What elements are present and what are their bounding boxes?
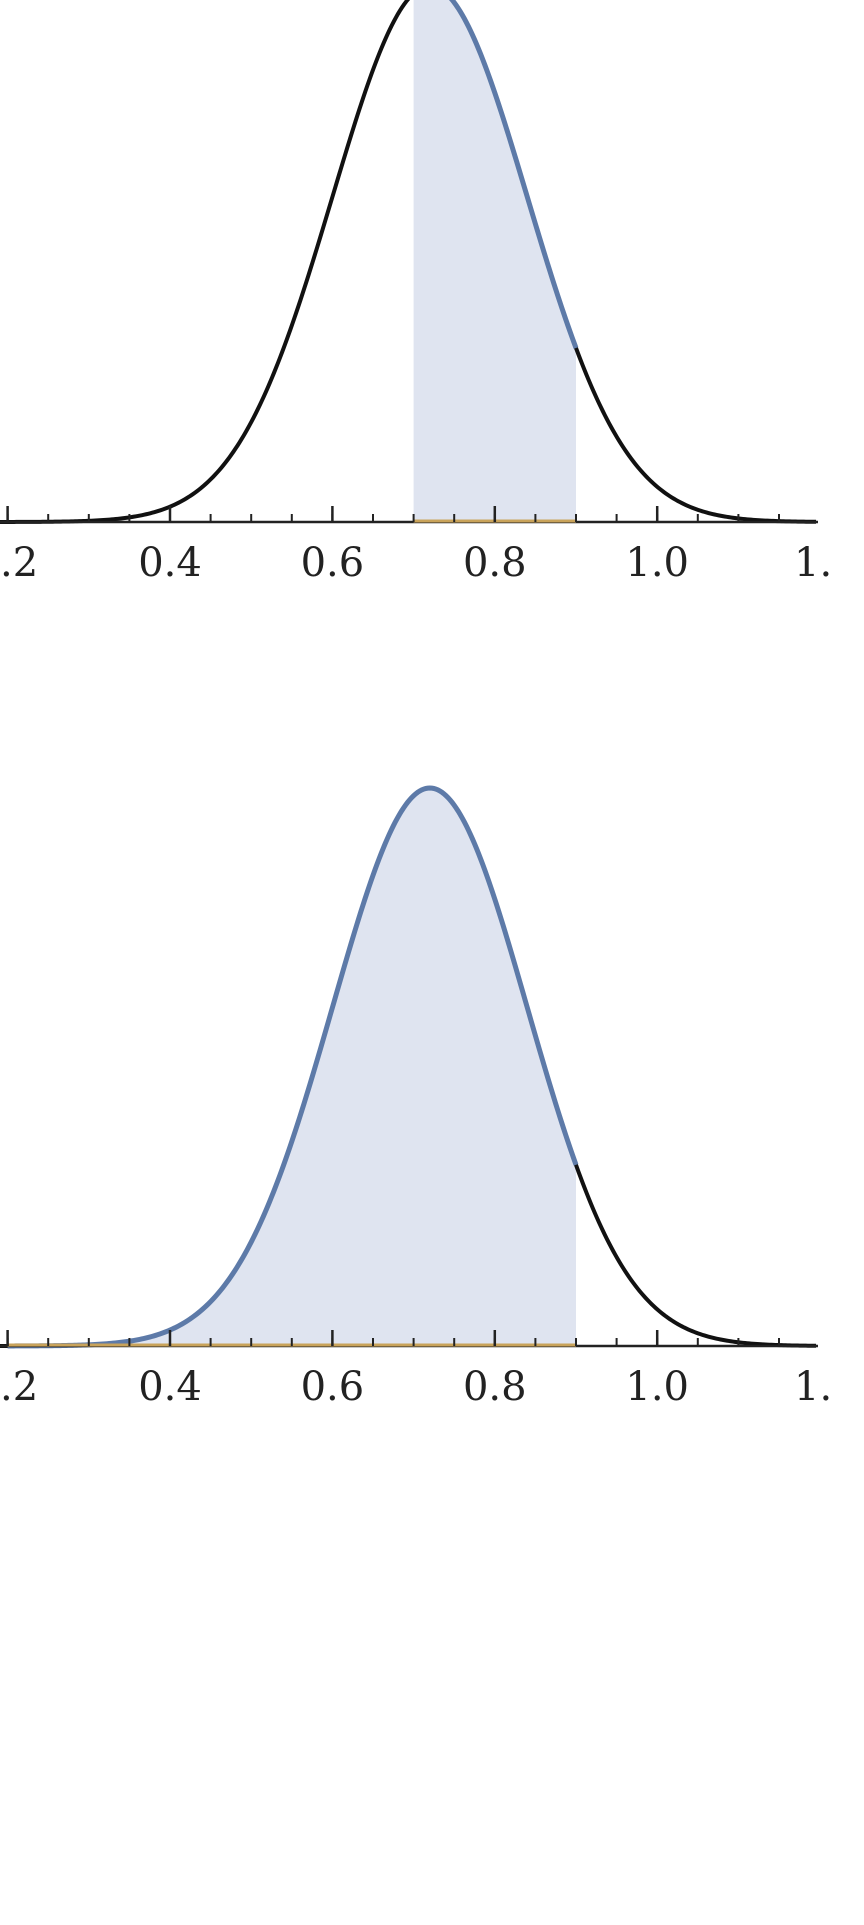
- shaded-region: [413, 0, 576, 522]
- x-tick-label: 0.4: [138, 1364, 202, 1410]
- x-tick-label: 1.: [794, 540, 832, 586]
- x-tick-label: .2: [0, 1364, 38, 1410]
- x-tick-label: 1.0: [625, 540, 689, 586]
- x-tick-label: 1.0: [625, 1364, 689, 1410]
- x-tick-label: 0.4: [138, 540, 202, 586]
- x-tick-label: 1.: [794, 1364, 832, 1410]
- x-tick-label: 0.8: [463, 1364, 527, 1410]
- density-curve: [0, 0, 817, 524]
- plot-top: .2 0.4 0.6 0.8 1.0 1.: [0, 0, 832, 586]
- x-tick-label: .2: [0, 540, 38, 586]
- density-curve-highlight: [448, 0, 579, 349]
- plot-bottom: .2 0.4 0.6 0.8 1.0 1.: [0, 785, 832, 1410]
- x-tick-label: 0.6: [301, 1364, 365, 1410]
- x-tick-label: 0.8: [463, 540, 527, 586]
- x-tick-label: 0.6: [301, 540, 365, 586]
- shaded-region: [7, 788, 577, 1346]
